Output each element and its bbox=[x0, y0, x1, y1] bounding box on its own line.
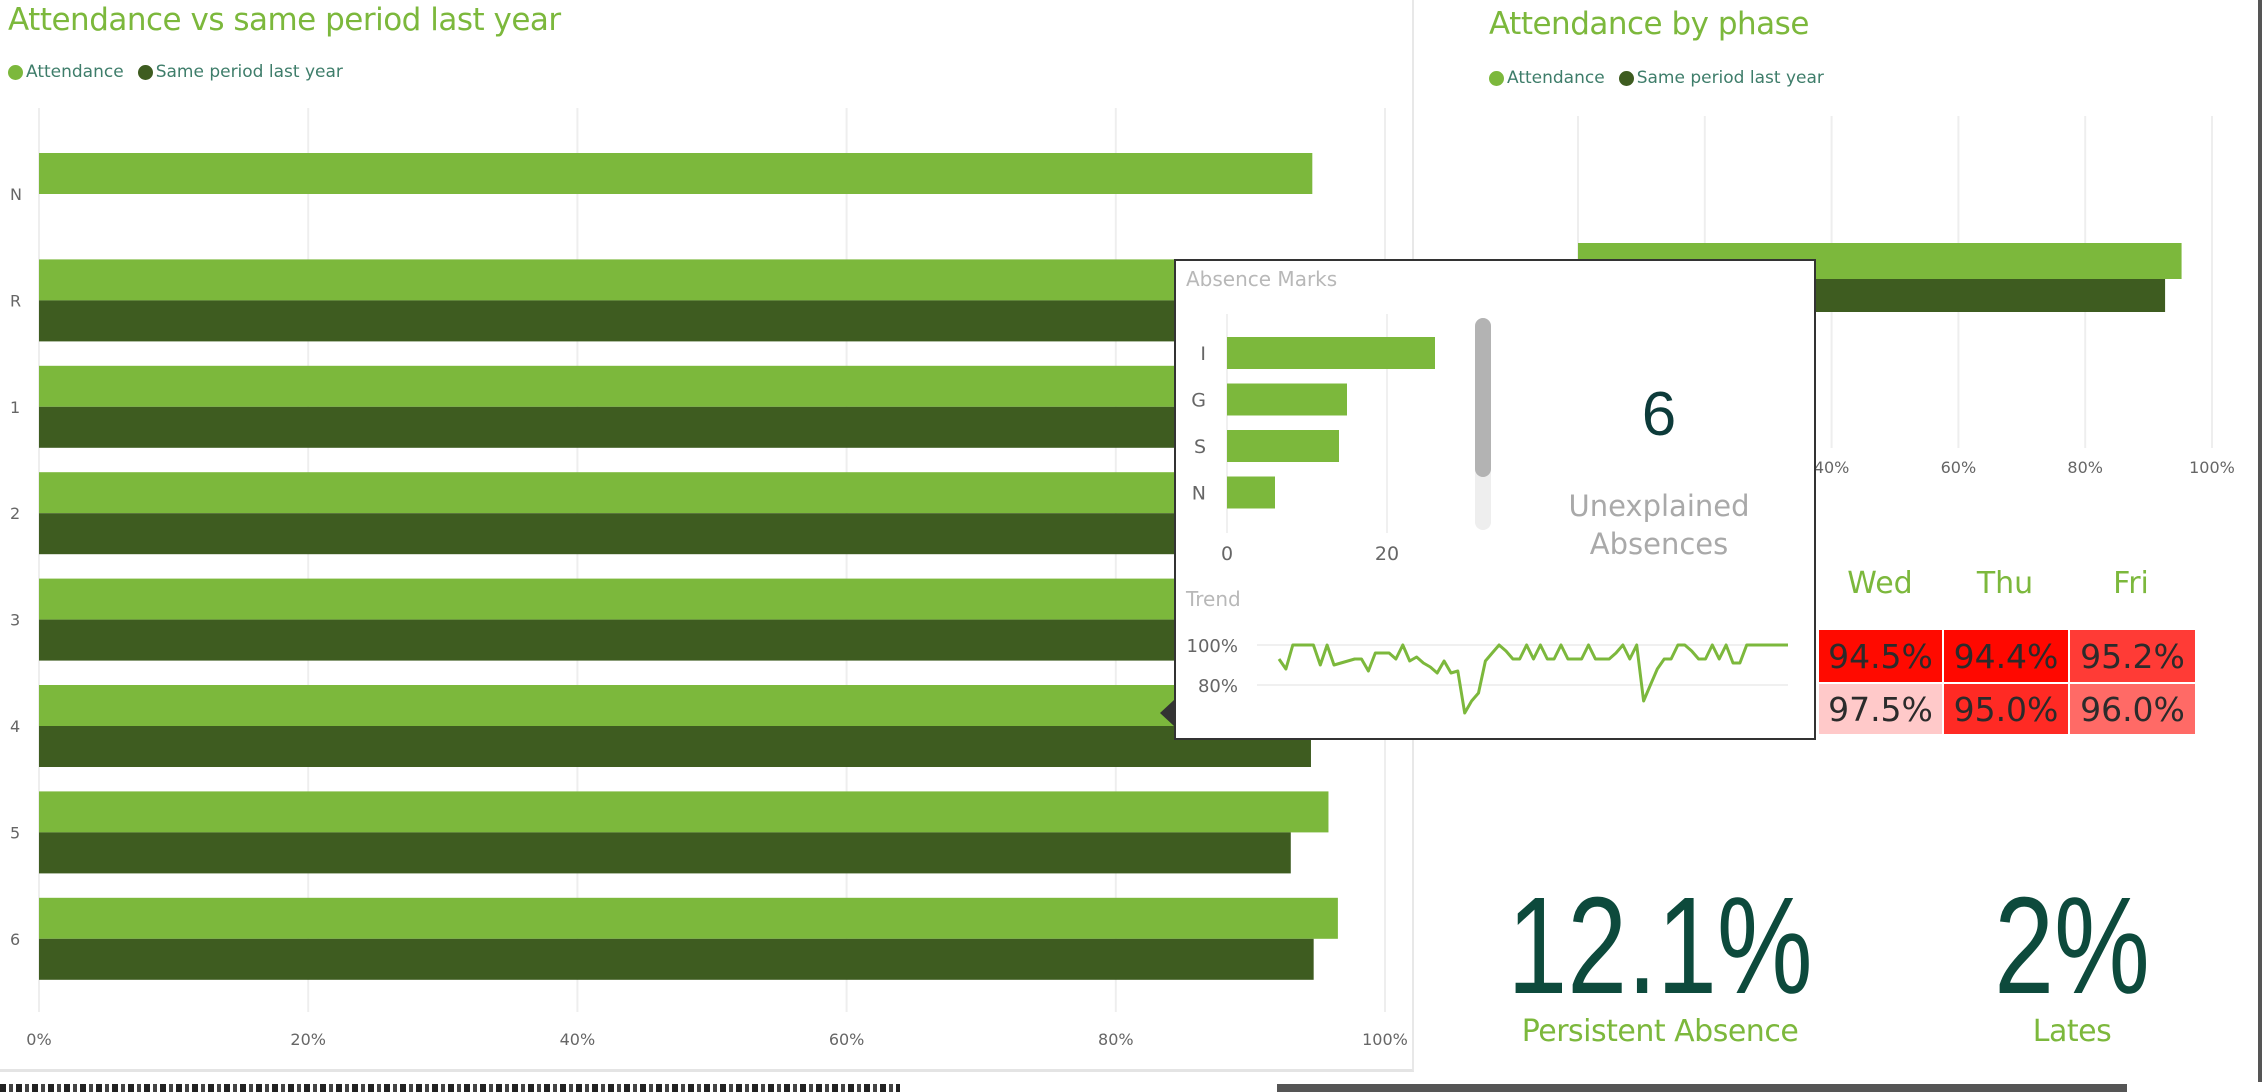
day-header-thu: Thu bbox=[1976, 566, 2034, 601]
left-bar-chart: 0% 20% 40% 60% 80% 100% N R 1 2 3 4 5 6 bbox=[10, 108, 1408, 1049]
absence-tooltip: Absence Marks 0 20 I G S N 6 Unexplained Abse… bbox=[1174, 259, 1816, 740]
bar-absence-mark bbox=[1227, 430, 1339, 462]
bar-attendance bbox=[39, 897, 1338, 939]
attendance-vs-last-year-panel: Attendance vs same period last year Atte… bbox=[0, 0, 1414, 1072]
bar-absence-mark bbox=[1227, 383, 1347, 416]
legend-item-attendance[interactable]: Attendance bbox=[8, 62, 124, 82]
x-tick-label: 60% bbox=[829, 1030, 865, 1049]
clipped-text-fragment bbox=[0, 1084, 900, 1092]
bar-attendance bbox=[39, 259, 1325, 301]
bar-attendance bbox=[39, 578, 1324, 620]
bar-last-year bbox=[39, 726, 1311, 767]
x-tick-label: 0% bbox=[26, 1030, 51, 1049]
day-header-wed: Wed bbox=[1847, 566, 1913, 601]
category-label: 4 bbox=[10, 717, 20, 736]
x-tick-label: 80% bbox=[2067, 458, 2103, 477]
trend-title: Trend bbox=[1186, 587, 1241, 611]
bar-last-year bbox=[39, 619, 1320, 661]
table-cell: 96.0% bbox=[2069, 683, 2196, 735]
bar-last-year bbox=[39, 406, 1322, 448]
legend-label: Same period last year bbox=[1636, 68, 1824, 88]
x-tick-label: 60% bbox=[1941, 458, 1977, 477]
table-row: 94.5% 94.4% 95.2% bbox=[1818, 629, 2196, 683]
x-tick-label: 40% bbox=[560, 1030, 596, 1049]
category-label: R bbox=[10, 291, 21, 310]
tooltip-scrollbar-thumb[interactable] bbox=[1475, 318, 1491, 477]
right-chart-legend: Attendance Same period last year bbox=[1489, 68, 1834, 88]
category-label: 1 bbox=[10, 398, 20, 417]
unexplained-absences-label: Unexplained Absences bbox=[1539, 487, 1779, 563]
y-tick-label: 80% bbox=[1198, 676, 1238, 697]
legend-item-last-year[interactable]: Same period last year bbox=[1618, 68, 1824, 88]
table-row: 97.5% 95.0% 96.0% bbox=[1818, 683, 2196, 735]
bar-last-year bbox=[39, 832, 1291, 874]
x-tick-label: 40% bbox=[1814, 458, 1850, 477]
clipped-bar-fragment bbox=[1277, 1084, 2127, 1092]
absence-marks-chart: 0 20 I G S N bbox=[1191, 314, 1435, 565]
absence-marks-title: Absence Marks bbox=[1186, 267, 1338, 291]
right-chart-title: Attendance by phase bbox=[1489, 6, 1809, 42]
day-attendance-table: 94.5% 94.4% 95.2% 97.5% 95.0% 96.0% bbox=[1818, 629, 2196, 735]
bar-attendance bbox=[39, 472, 1321, 514]
category-label: N bbox=[10, 185, 22, 204]
bar-absence-mark bbox=[1227, 476, 1275, 509]
label-line: Absences bbox=[1589, 527, 1729, 561]
persistent-absence-value: 12.1% bbox=[1507, 869, 1813, 1023]
category-label: G bbox=[1191, 390, 1206, 412]
category-label: 6 bbox=[10, 930, 20, 949]
legend-dot-icon bbox=[1489, 70, 1504, 86]
category-label: S bbox=[1194, 436, 1206, 458]
legend-label: Attendance bbox=[26, 62, 124, 82]
lates-value: 2% bbox=[1994, 869, 2150, 1023]
bar-last-year bbox=[39, 938, 1314, 980]
legend-label: Attendance bbox=[1507, 68, 1605, 88]
bar-attendance bbox=[39, 365, 1326, 407]
table-cell: 97.5% bbox=[1818, 683, 1943, 735]
category-label: N bbox=[1192, 483, 1206, 505]
x-tick-label: 100% bbox=[1362, 1030, 1408, 1049]
table-cell: 94.4% bbox=[1943, 629, 2069, 683]
x-tick-label: 0 bbox=[1221, 543, 1233, 565]
table-cell: 94.5% bbox=[1818, 629, 1943, 683]
bar-attendance bbox=[39, 791, 1329, 833]
x-tick-label: 80% bbox=[1098, 1030, 1134, 1049]
legend-dot-icon bbox=[137, 64, 153, 80]
bar-last-year bbox=[39, 300, 1321, 342]
left-chart-legend: Attendance Same period last year bbox=[8, 62, 353, 82]
legend-item-attendance[interactable]: Attendance bbox=[1489, 68, 1605, 88]
bar-last-year bbox=[39, 513, 1318, 555]
x-tick-label: 100% bbox=[2189, 458, 2235, 477]
tooltip-pointer-icon bbox=[1160, 700, 1174, 726]
x-tick-label: 20 bbox=[1375, 543, 1399, 565]
bar-attendance bbox=[39, 685, 1318, 726]
trend-line-chart: 100% 80% bbox=[1187, 636, 1788, 715]
left-chart-title: Attendance vs same period last year bbox=[8, 2, 561, 38]
bar-attendance bbox=[39, 153, 1313, 194]
window-edge bbox=[2258, 0, 2262, 1082]
lates-label: Lates bbox=[2032, 1014, 2112, 1049]
label-line: Unexplained bbox=[1568, 489, 1750, 523]
category-label: 2 bbox=[10, 504, 20, 523]
category-label: 5 bbox=[10, 823, 20, 842]
legend-label: Same period last year bbox=[155, 62, 343, 82]
table-cell: 95.0% bbox=[1943, 683, 2069, 735]
x-tick-label: 20% bbox=[290, 1030, 326, 1049]
table-cell: 95.2% bbox=[2069, 629, 2196, 683]
day-header-fri: Fri bbox=[2113, 566, 2149, 601]
bottom-strip bbox=[0, 1082, 2268, 1092]
bar-absence-mark bbox=[1227, 337, 1435, 369]
category-label: 3 bbox=[10, 611, 20, 630]
persistent-absence-label: Persistent Absence bbox=[1521, 1014, 1799, 1049]
legend-dot-icon bbox=[1618, 70, 1634, 86]
legend-item-last-year[interactable]: Same period last year bbox=[137, 62, 343, 82]
category-label: I bbox=[1200, 343, 1206, 365]
unexplained-absences-value: 6 bbox=[1641, 380, 1677, 449]
tooltip-scrollbar-track[interactable] bbox=[1475, 318, 1491, 530]
y-tick-label: 100% bbox=[1187, 636, 1238, 657]
legend-dot-icon bbox=[8, 64, 23, 80]
trend-line bbox=[1277, 643, 1788, 715]
